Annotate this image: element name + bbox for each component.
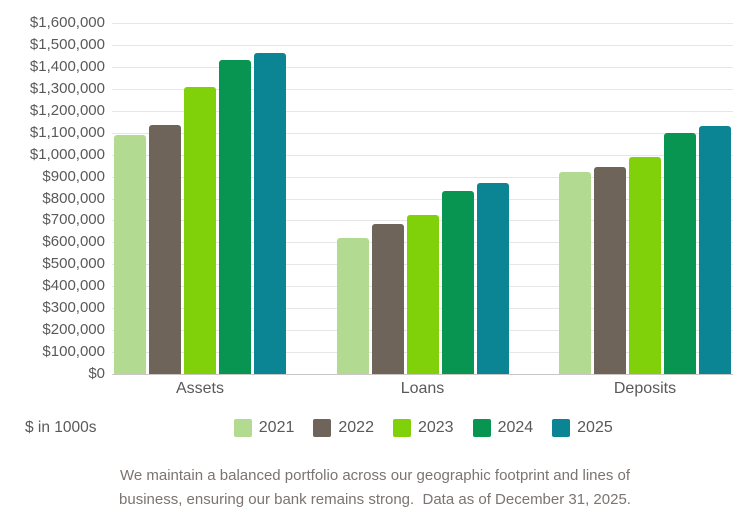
legend-item-2021: 2021: [233, 419, 295, 437]
gridline: [112, 132, 733, 134]
legend-label-2025: 2025: [577, 419, 613, 436]
y-tick-label: $600,000: [42, 233, 105, 251]
bar-chart: $0 $100,000 $200,000 $300,000 $400,000 $500,0…: [29, 14, 733, 398]
bar-group-loans: [336, 23, 509, 374]
y-tick-label: $1,600,000: [29, 14, 105, 31]
y-tick-label: $1,000,000: [29, 145, 105, 163]
legend-swatch-2024: [472, 419, 491, 437]
y-tick-label: $1,400,000: [29, 57, 105, 75]
bar-group-deposits: [559, 23, 731, 374]
category-label-deposits: Deposits: [613, 380, 677, 397]
legend-label-2024: 2024: [497, 419, 534, 436]
bar-deposits-2023: [629, 156, 661, 374]
gridline: [112, 66, 733, 68]
chart-legend: 2021 2022 2023 2024 2025: [97, 419, 750, 437]
bar-assets-2022: [149, 125, 181, 374]
bar-deposits-2022: [594, 166, 626, 374]
legend-label-2023: 2023: [417, 419, 454, 436]
bar-group-assets: [114, 23, 286, 374]
category-label-assets: Assets: [175, 380, 224, 397]
bar-loans-2023: [406, 214, 439, 374]
bar-loans-2021: [336, 238, 369, 374]
bar-assets-2021: [114, 134, 146, 374]
gridline: [112, 176, 733, 178]
y-tick-label: $300,000: [42, 299, 105, 317]
legend-item-2022: 2022: [313, 419, 374, 437]
gridline: [112, 23, 733, 24]
category-label-loans: Loans: [400, 380, 445, 397]
bar-assets-2023: [184, 86, 216, 374]
y-tick-label: $100,000: [42, 343, 105, 361]
bar-deposits-2021: [559, 172, 591, 374]
bar-loans-2022: [371, 223, 404, 374]
legend-item-2023: 2023: [392, 419, 454, 437]
y-tick-label: $500,000: [42, 255, 105, 273]
legend-swatch-2022: [313, 419, 332, 437]
y-tick-label: $900,000: [42, 167, 105, 185]
y-tick-label: $700,000: [42, 211, 105, 229]
y-tick-label: $1,100,000: [29, 123, 105, 141]
bar-assets-2025: [254, 52, 286, 374]
gridline: [112, 198, 733, 200]
gridline: [112, 110, 733, 112]
legend-swatch-2023: [392, 419, 411, 437]
bar-groups: [112, 23, 733, 374]
legend-item-2024: 2024: [472, 419, 534, 437]
x-axis-category-labels: Assets Loans Deposits: [112, 380, 733, 398]
bar-loans-2025: [476, 183, 509, 374]
y-tick-label: $1,300,000: [29, 79, 105, 97]
y-tick-label: $1,500,000: [29, 35, 105, 53]
legend-label-2021: 2021: [258, 419, 295, 436]
y-tick-label: $800,000: [42, 189, 105, 207]
legend-row: $ in 1000s 2021 2022 2023 2024 2025: [0, 413, 750, 443]
bar-loans-2024: [441, 190, 474, 374]
legend-swatch-2025: [552, 419, 571, 437]
x-axis-baseline: [112, 374, 733, 375]
gridline: [112, 154, 733, 156]
gridline: [112, 88, 733, 90]
legend-swatch-2021: [233, 419, 252, 437]
units-label: $ in 1000s: [25, 419, 97, 436]
y-tick-label: $1,200,000: [29, 101, 105, 119]
chart-caption: We maintain a balanced portfolio across …: [0, 464, 750, 511]
legend-item-2025: 2025: [552, 419, 613, 437]
legend-label-2022: 2022: [338, 419, 374, 436]
gridline: [112, 44, 733, 46]
bar-deposits-2024: [664, 132, 696, 374]
bar-assets-2024: [219, 60, 251, 374]
y-tick-label: $400,000: [42, 277, 105, 295]
caption-line-1: We maintain a balanced portfolio across …: [119, 467, 631, 484]
y-tick-label: $0: [88, 365, 105, 382]
y-tick-label: $200,000: [42, 321, 105, 339]
caption-line-2: business, ensuring our bank remains stro…: [119, 490, 631, 508]
bar-deposits-2025: [699, 126, 731, 374]
